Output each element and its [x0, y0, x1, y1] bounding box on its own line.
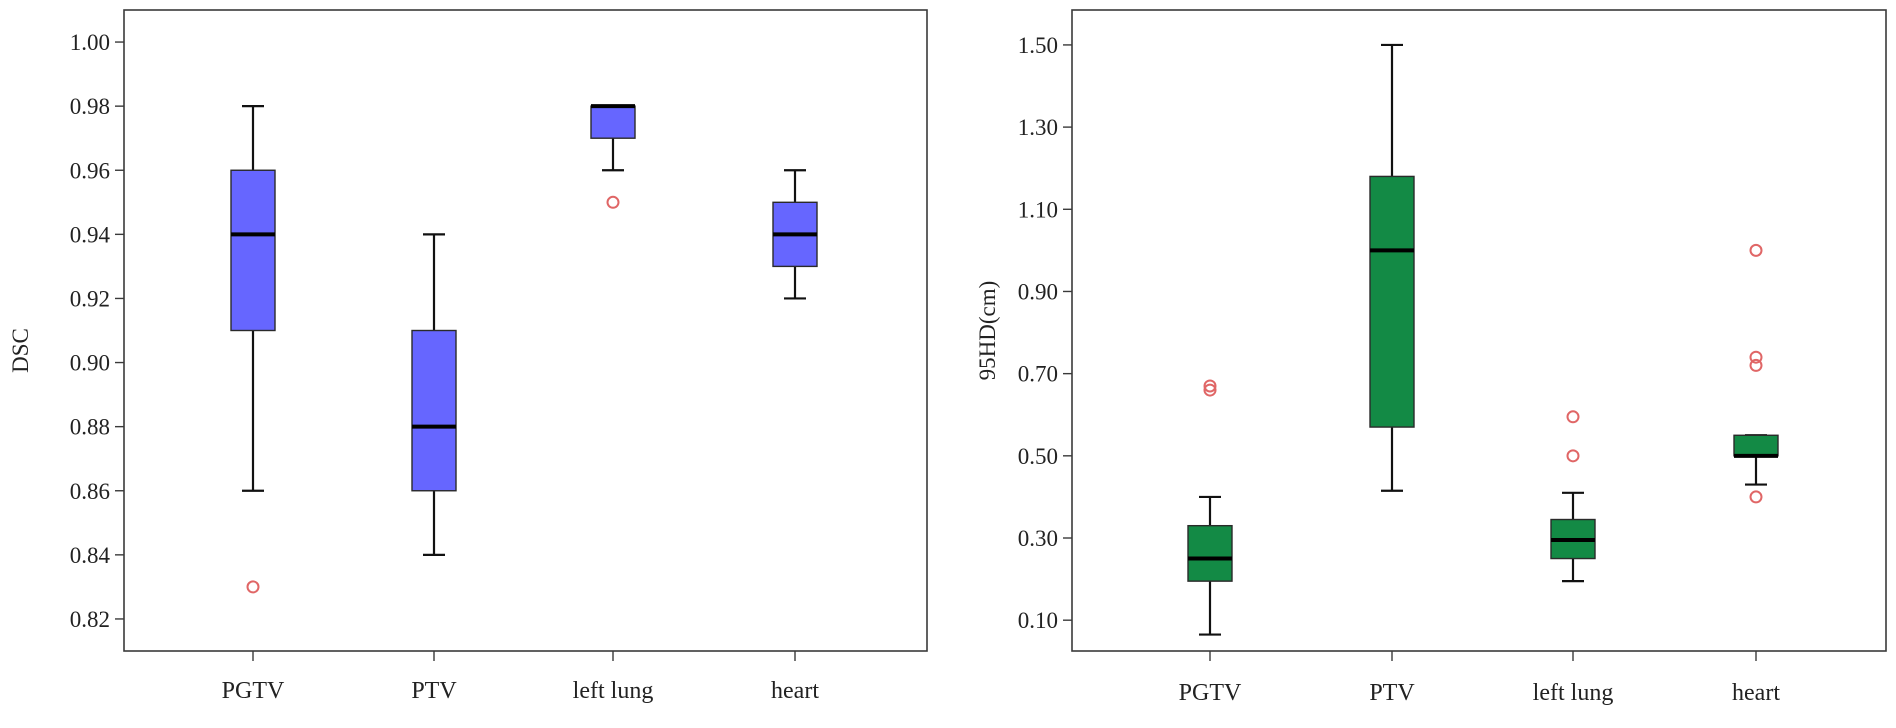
x-category-label: left lung: [1533, 680, 1614, 706]
box-ptv: [411, 233, 457, 556]
y-tick-label: 0.30: [1018, 526, 1058, 551]
iqr-box: [1187, 524, 1233, 582]
y-tick-label: 0.90: [1018, 279, 1058, 304]
plot-frame: [123, 9, 928, 652]
y-tick-label: 0.10: [1018, 608, 1058, 633]
iqr-box: [1733, 434, 1779, 457]
y-tick-label: 1.10: [1018, 197, 1058, 222]
y-tick-label: 0.98: [70, 94, 110, 119]
x-category-label: heart: [771, 678, 819, 704]
y-tick-label: 0.92: [70, 286, 110, 311]
x-category-label: left lung: [573, 678, 654, 704]
y-tick-label: 0.90: [70, 351, 110, 376]
y-tick-label: 0.96: [70, 158, 110, 183]
outlier-point: [1749, 243, 1763, 257]
iqr-box: [230, 169, 276, 332]
iqr-box: [411, 329, 457, 492]
y-tick-label: 0.70: [1018, 362, 1058, 387]
outlier-point: [1566, 410, 1580, 424]
outlier-point: [1203, 379, 1217, 393]
y-axis-title: DSC: [8, 328, 33, 373]
chart-panel-1: 0.82 0.84 0.86 0.88 0.90 0.92 0.94 0.96 0.98 1.00…: [8, 9, 928, 704]
outlier-point: [1749, 490, 1763, 504]
box-heart: [1733, 243, 1779, 504]
outlier-point: [606, 195, 620, 209]
outlier-point: [1203, 383, 1217, 397]
box-heart: [772, 169, 818, 300]
x-category-label: PGTV: [1179, 680, 1242, 706]
y-tick-label: 0.84: [70, 543, 111, 568]
box-left-lung: [1550, 410, 1596, 583]
y-tick-label: 0.88: [70, 415, 110, 440]
y-tick-label: 0.86: [70, 479, 110, 504]
outlier-point: [1749, 350, 1763, 364]
box-ptv: [1369, 43, 1415, 492]
x-category-label: PGTV: [222, 678, 285, 704]
iqr-box: [590, 105, 636, 139]
outlier-point: [246, 580, 260, 594]
y-tick-label: 1.00: [70, 30, 110, 55]
box-pgtv: [230, 105, 276, 594]
box-left-lung: [590, 104, 636, 209]
y-tick-label: 0.94: [70, 222, 111, 247]
y-tick-label: 0.82: [70, 607, 110, 632]
outlier-point: [1749, 358, 1763, 372]
box-pgtv: [1187, 379, 1233, 636]
plot-frame: [1071, 9, 1887, 652]
x-category-label: PTV: [1369, 680, 1415, 706]
y-axis-title: 95HD(cm): [975, 281, 1000, 381]
iqr-box: [1369, 175, 1415, 428]
y-tick-label: 1.50: [1018, 33, 1058, 58]
y-tick-label: 0.50: [1018, 444, 1058, 469]
x-category-label: heart: [1732, 680, 1780, 706]
x-category-label: PTV: [411, 678, 457, 704]
y-tick-label: 1.30: [1018, 115, 1058, 140]
chart-panel-2: 0.10 0.30 0.50 0.70 0.90 1.10 1.30 1.50 95HD(cm)…: [975, 9, 1887, 706]
outlier-point: [1566, 449, 1580, 463]
